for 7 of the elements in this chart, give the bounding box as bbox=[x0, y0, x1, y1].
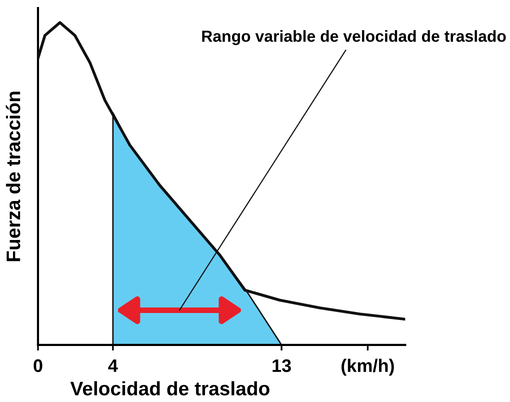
x-tick-label: 0 bbox=[34, 359, 42, 372]
x-tick-label: 13 bbox=[272, 359, 291, 372]
x-tick-label: 4 bbox=[108, 359, 118, 372]
x-tick-label: (km/h) bbox=[342, 358, 394, 376]
annotation: Rango variable de velocidad de traslado bbox=[202, 30, 506, 46]
x-axis-title: Velocidad de traslado bbox=[70, 381, 270, 396]
y-axis-title: Fuerza de tracción bbox=[6, 92, 20, 262]
